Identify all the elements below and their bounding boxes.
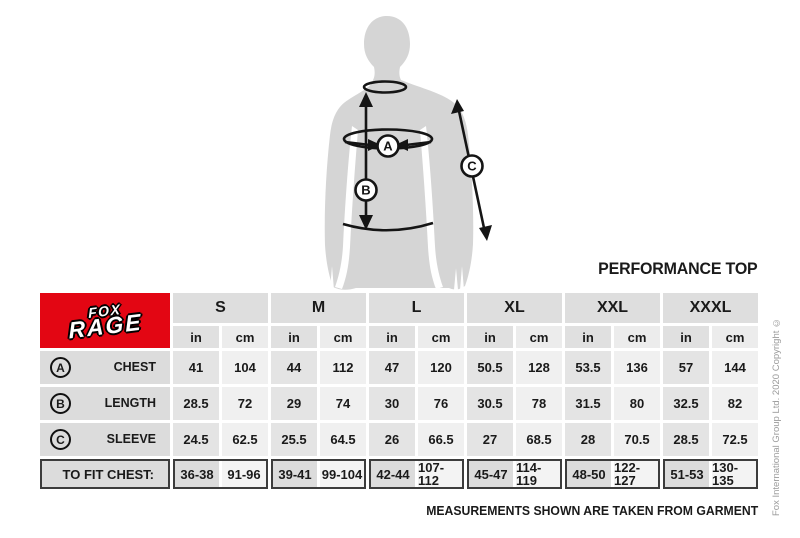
fox-rage-logo: FOX RAGE [67,299,143,343]
value-cell: 32.5 [663,387,709,420]
torso-measurement-diagram: A B C [324,16,492,290]
unit-header: in [271,326,317,348]
fit-chest-label: TO FIT CHEST: [40,459,170,489]
size-header-xl: XL [467,293,562,323]
value-cell: 24.5 [173,423,219,456]
marker-c: C [467,159,477,174]
value-cell: 112 [320,351,366,384]
unit-header: in [663,326,709,348]
unit-header: in [369,326,415,348]
marker-circles: A B C [354,134,484,202]
value-cell: 128 [516,351,562,384]
value-cell: 53.5 [565,351,611,384]
size-header-m: M [271,293,366,323]
marker-a: A [383,139,393,154]
fit-chest-group: 36-38 91-96 [173,459,268,489]
value-cell: 72.5 [712,423,758,456]
value-cell: 104 [222,351,268,384]
size-header-xxxl: XXXL [663,293,758,323]
value-cell: 144 [712,351,758,384]
row-label-text: CHEST [113,360,156,375]
arrowheads [359,92,492,241]
fit-chest-value: 45-47 [469,461,513,487]
row-label-length: B LENGTH [40,387,170,420]
value-cell: 70.5 [614,423,660,456]
size-header-s: S [173,293,268,323]
value-cell: 31.5 [565,387,611,420]
row-label-text: SLEEVE [106,432,156,447]
unit-header: in [467,326,513,348]
product-title: PERFORMANCE TOP [598,259,759,278]
value-cell: 78 [516,387,562,420]
unit-header: cm [712,326,758,348]
value-cell: 76 [418,387,464,420]
fit-chest-value: 36-38 [175,461,219,487]
value-cell: 68.5 [516,423,562,456]
value-cell: 41 [173,351,219,384]
hem-arc [342,221,434,232]
row-marker-circle: A [50,357,71,378]
fit-chest-group: 39-41 99-104 [271,459,366,489]
unit-header: in [565,326,611,348]
value-cell: 44 [271,351,317,384]
fit-chest-group: 45-47 114-119 [467,459,562,489]
value-cell: 28.5 [173,387,219,420]
value-cell: 57 [663,351,709,384]
size-header-l: L [369,293,464,323]
fit-chest-group: 51-53 130-135 [663,459,758,489]
unit-header: cm [320,326,366,348]
value-cell: 120 [418,351,464,384]
value-cell: 74 [320,387,366,420]
value-cell: 62.5 [222,423,268,456]
row-label-sleeve: C SLEEVE [40,423,170,456]
fit-chest-value: 99-104 [320,461,364,487]
fit-chest-value: 107-112 [418,461,462,487]
brand-logo: FOX RAGE [40,293,170,348]
value-cell: 64.5 [320,423,366,456]
value-cell: 28 [565,423,611,456]
unit-header: cm [614,326,660,348]
value-cell: 66.5 [418,423,464,456]
value-cell: 26 [369,423,415,456]
unit-header: cm [516,326,562,348]
value-cell: 29 [271,387,317,420]
size-header-xxl: XXL [565,293,660,323]
fit-chest-value: 42-44 [371,461,415,487]
value-cell: 27 [467,423,513,456]
fit-chest-value: 114-119 [516,461,560,487]
measurement-note: MEASUREMENTS SHOWN ARE TAKEN FROM GARMEN… [426,503,758,518]
value-cell: 136 [614,351,660,384]
value-cell: 47 [369,351,415,384]
row-label-chest: A CHEST [40,351,170,384]
value-cell: 25.5 [271,423,317,456]
fit-chest-value: 51-53 [665,461,709,487]
fit-chest-value: 39-41 [273,461,317,487]
torso-silhouette [324,16,474,290]
size-table: FOX RAGE S M L XL XXL XXXL in cm in cm in cm in cm in c… [40,293,758,489]
value-cell: 72 [222,387,268,420]
value-cell: 30.5 [467,387,513,420]
fit-chest-value: 48-50 [567,461,611,487]
collar-ellipse [362,80,408,94]
fit-chest-value: 91-96 [222,461,266,487]
fit-chest-value: 122-127 [614,461,658,487]
fit-chest-group: 48-50 122-127 [565,459,660,489]
value-cell: 30 [369,387,415,420]
marker-b: B [361,183,370,198]
row-marker-circle: B [50,393,71,414]
copyright-text: Fox International Group Ltd. 2020 Copyri… [771,316,782,516]
value-cell: 50.5 [467,351,513,384]
value-cell: 80 [614,387,660,420]
unit-header: cm [222,326,268,348]
row-marker-circle: C [50,429,71,450]
value-cell: 82 [712,387,758,420]
unit-header: in [173,326,219,348]
unit-header: cm [418,326,464,348]
row-label-text: LENGTH [104,396,156,411]
fit-chest-value: 130-135 [712,461,756,487]
value-cell: 28.5 [663,423,709,456]
fit-chest-group: 42-44 107-112 [369,459,464,489]
